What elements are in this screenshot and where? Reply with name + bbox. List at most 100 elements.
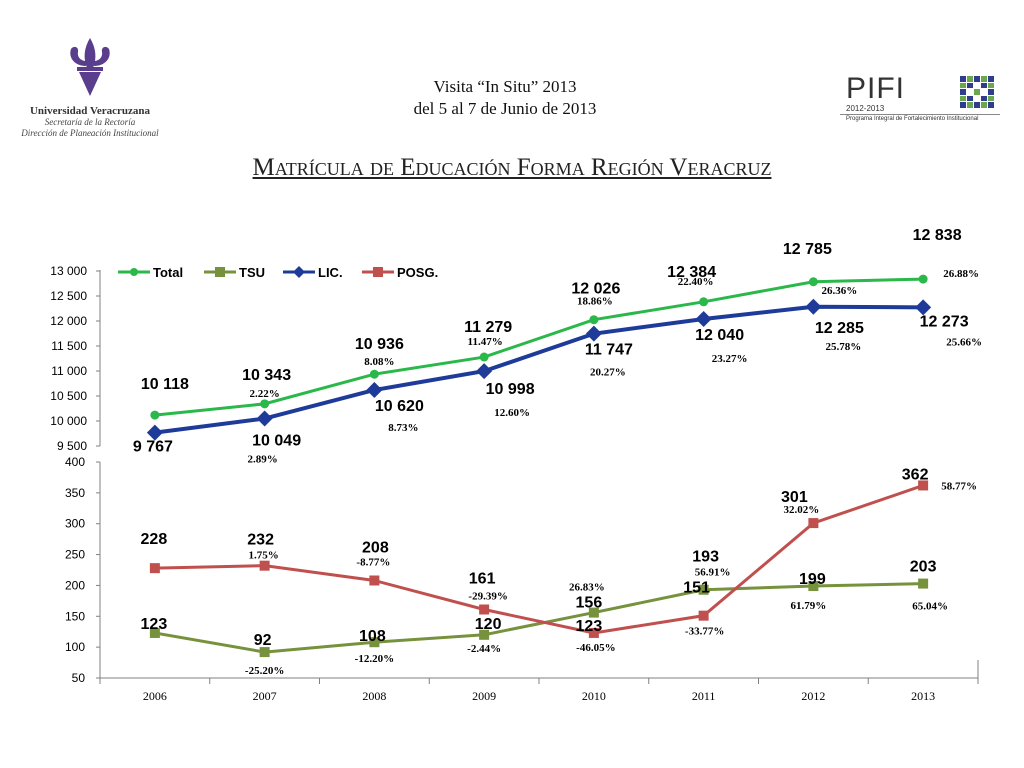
bottom-y-tick-label: 150	[65, 609, 85, 623]
tsu-growth-label: 61.79%	[791, 600, 827, 612]
tsu-growth-label: 26.83%	[569, 582, 605, 594]
data-point	[369, 575, 380, 586]
posg-growth-label: -29.39%	[468, 590, 507, 602]
total-growth-label: 2.22%	[250, 388, 280, 400]
secretaria-label: Secretaría de la Rectoría	[44, 117, 136, 127]
data-point	[585, 325, 602, 342]
data-point	[699, 297, 709, 307]
top-y-tick-label: 9 500	[57, 439, 87, 453]
lic-growth-label: 25.78%	[826, 341, 862, 353]
data-point	[805, 298, 822, 315]
lic-value-label: 10 998	[486, 381, 535, 398]
legend-label: LIC.	[318, 265, 343, 280]
bottom-y-tick-label: 200	[65, 578, 85, 592]
pifi-divider	[840, 114, 1000, 115]
top-y-tick-label: 10 000	[50, 414, 87, 428]
lic-value-label: 10 620	[375, 398, 424, 415]
bottom-y-tick-label: 400	[65, 455, 85, 469]
posg-growth-label: -46.05%	[576, 642, 615, 654]
tsu-growth-label: -25.20%	[245, 665, 284, 677]
tsu-value-label: 108	[359, 628, 386, 645]
tsu-growth-label: 56.91%	[695, 567, 731, 579]
data-point	[259, 560, 270, 571]
tsu-value-label: 92	[254, 632, 272, 649]
posg-growth-label: 58.77%	[941, 480, 977, 492]
data-point	[479, 604, 490, 615]
series-line-total	[154, 277, 924, 417]
x-tick-label: 2011	[692, 689, 716, 703]
data-point	[366, 382, 383, 398]
total-value-label: 12 838	[913, 227, 962, 244]
pifi-grid-icon	[960, 76, 994, 108]
top-y-tick-label: 13 000	[50, 264, 87, 278]
bottom-y-tick-label: 350	[65, 486, 85, 500]
data-point	[259, 647, 270, 658]
pifi-subtitle: Programa Integral de Fortalecimiento Ins…	[846, 116, 979, 122]
series-line-posg	[154, 484, 924, 635]
data-point	[369, 369, 379, 379]
data-point	[808, 581, 819, 592]
lic-growth-label: 2.89%	[248, 454, 278, 466]
legend-label: Total	[153, 265, 183, 280]
pifi-wordmark: PIFI	[846, 72, 906, 105]
tsu-value-label: 203	[910, 559, 937, 576]
total-growth-label: 22.40%	[678, 276, 714, 288]
top-y-tick-label: 10 500	[50, 389, 87, 403]
data-point	[808, 277, 818, 287]
data-point	[256, 410, 273, 427]
series-line-lic	[154, 304, 924, 435]
total-value-label: 12 026	[571, 281, 620, 298]
total-growth-label: 18.86%	[577, 296, 613, 308]
data-point	[260, 399, 270, 409]
posg-growth-label: -33.77%	[685, 626, 724, 638]
total-growth-label: 11.47%	[468, 336, 503, 348]
data-point	[149, 627, 160, 638]
total-growth-label: 8.08%	[364, 356, 394, 368]
data-point	[918, 480, 929, 491]
bottom-y-tick-label: 300	[65, 517, 85, 531]
posg-growth-label: 32.02%	[784, 504, 820, 516]
fleur-de-lis-icon	[70, 38, 110, 96]
total-value-label: 10 343	[242, 367, 291, 384]
posg-value-label: 151	[683, 580, 710, 597]
total-value-label: 10 936	[355, 336, 404, 353]
total-value-label: 10 118	[141, 376, 189, 393]
data-point	[589, 315, 599, 325]
top-y-tick-label: 11 500	[51, 339, 87, 353]
x-tick-label: 2006	[143, 689, 167, 703]
data-point	[918, 578, 929, 589]
posg-value-label: 232	[247, 532, 274, 549]
data-point	[476, 363, 493, 380]
bottom-y-tick-label: 250	[65, 548, 85, 562]
slide-title-text: Matrícula de Educación Forma Región Vera…	[252, 154, 772, 181]
data-point	[915, 299, 932, 316]
data-point	[150, 410, 160, 420]
tsu-growth-label: -12.20%	[355, 653, 394, 665]
tsu-growth-label: 65.04%	[912, 601, 948, 613]
total-value-label: 12 785	[783, 241, 832, 258]
slide-title: Matrícula de Educación Forma Región Vera…	[0, 154, 1024, 182]
posg-growth-label: 1.75%	[249, 550, 279, 562]
top-y-tick-label: 11 000	[51, 364, 87, 378]
tsu-value-label: 199	[799, 571, 826, 588]
data-point	[588, 627, 599, 638]
tsu-value-label: 120	[475, 616, 502, 633]
data-point	[369, 637, 380, 648]
legend-label: POSG.	[397, 265, 438, 280]
x-tick-label: 2009	[472, 689, 496, 703]
lic-value-label: 12 273	[920, 313, 969, 330]
pifi-logo: PIFI 2012-2013 Programa Integral de Fort…	[840, 74, 1002, 124]
lic-growth-label: 8.73%	[388, 422, 418, 434]
data-point	[479, 629, 490, 640]
total-growth-label: 26.88%	[943, 268, 979, 280]
lic-value-label: 12 040	[695, 327, 744, 344]
bottom-y-tick-label: 50	[72, 671, 86, 685]
x-tick-label: 2012	[801, 689, 825, 703]
series-line-tsu	[154, 582, 924, 654]
visit-line-1: Visita “In Situ” 2013	[433, 77, 577, 96]
visit-info: Visita “In Situ” 2013 del 5 al 7 de Juni…	[330, 76, 680, 120]
data-point	[808, 518, 819, 529]
legend-marker	[373, 267, 383, 277]
lic-growth-label: 12.60%	[494, 407, 530, 419]
x-tick-label: 2013	[911, 689, 935, 703]
